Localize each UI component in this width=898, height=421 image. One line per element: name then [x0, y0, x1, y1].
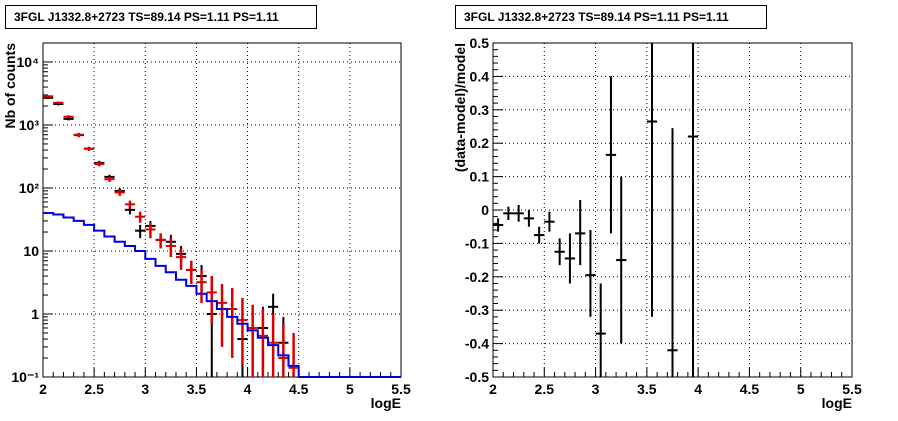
left-x-tick-label: 3.5: [187, 381, 207, 397]
right-x-tick-label: 4.5: [740, 381, 760, 397]
left-y-tick-label: 10⁻¹: [11, 369, 39, 385]
right-y-tick-label: -0.5: [465, 369, 489, 385]
right-y-tick-label: -0.4: [465, 336, 489, 352]
left-x-tick-label: 5: [346, 381, 354, 397]
right-x-tick-label: 3: [592, 381, 600, 397]
left-x-tick-label: 4.5: [289, 381, 309, 397]
right-y-tick-label: 0.4: [470, 68, 490, 84]
right-y-tick-label: 0.2: [470, 135, 490, 151]
right-x-axis-label: logE: [822, 395, 852, 411]
left-y-tick-label: 10⁴: [17, 54, 40, 70]
right-y-tick-label: 0.5: [470, 35, 490, 51]
left-plot-panel: 2 2.5 3 3.5 4 4.5 5 5.5 10⁻¹ 1 10 10² 10³ 10⁴ logE Nb o…: [2, 42, 411, 411]
left-y-axis-label: Nb of counts: [2, 43, 18, 129]
left-x-tick-label: 2.5: [84, 381, 104, 397]
right-plot-panel: 2 2.5 3 3.5 4 4.5 5 5.5 -0.5 -0.4 -0.3 -0.2 -0.1 0 0.1…: [452, 35, 862, 411]
right-y-tick-label: -0.3: [465, 302, 489, 318]
right-y-tick-label: 0.1: [470, 169, 490, 185]
right-y-tick-label: 0: [481, 202, 489, 218]
right-y-tick-label: 0.3: [470, 102, 490, 118]
left-x-tick-label: 5.5: [391, 381, 411, 397]
right-x-tick-label: 5: [797, 381, 805, 397]
left-plot-frame: [42, 42, 402, 378]
right-x-tick-label: 5.5: [842, 381, 862, 397]
left-x-tick-label: 3: [141, 381, 149, 397]
left-x-tick-label: 4: [244, 381, 252, 397]
left-model-histogram: [43, 212, 401, 378]
left-y-tick-label: 10³: [19, 117, 40, 133]
right-y-axis-label: (data-model)/model: [452, 43, 468, 172]
left-chart-title: 3FGL J1332.8+2723 TS=89.14 PS=1.11 PS=1.…: [5, 5, 317, 29]
right-y-tick-label: -0.1: [465, 235, 489, 251]
right-x-tick-label: 2.5: [535, 381, 555, 397]
right-x-tick-label: 4: [694, 381, 702, 397]
left-x-axis-label: logE: [371, 395, 401, 411]
left-x-tick-label: 2: [39, 381, 47, 397]
right-x-tick-label: 2: [489, 381, 497, 397]
right-x-tick-label: 3.5: [637, 381, 657, 397]
right-y-tick-label: -0.2: [465, 269, 489, 285]
left-y-tick-label: 10: [23, 243, 39, 259]
right-chart-title: 3FGL J1332.8+2723 TS=89.14 PS=1.11 PS=1.…: [455, 5, 767, 29]
left-y-tick-label: 1: [31, 306, 39, 322]
left-y-tick-label: 10²: [19, 180, 40, 196]
